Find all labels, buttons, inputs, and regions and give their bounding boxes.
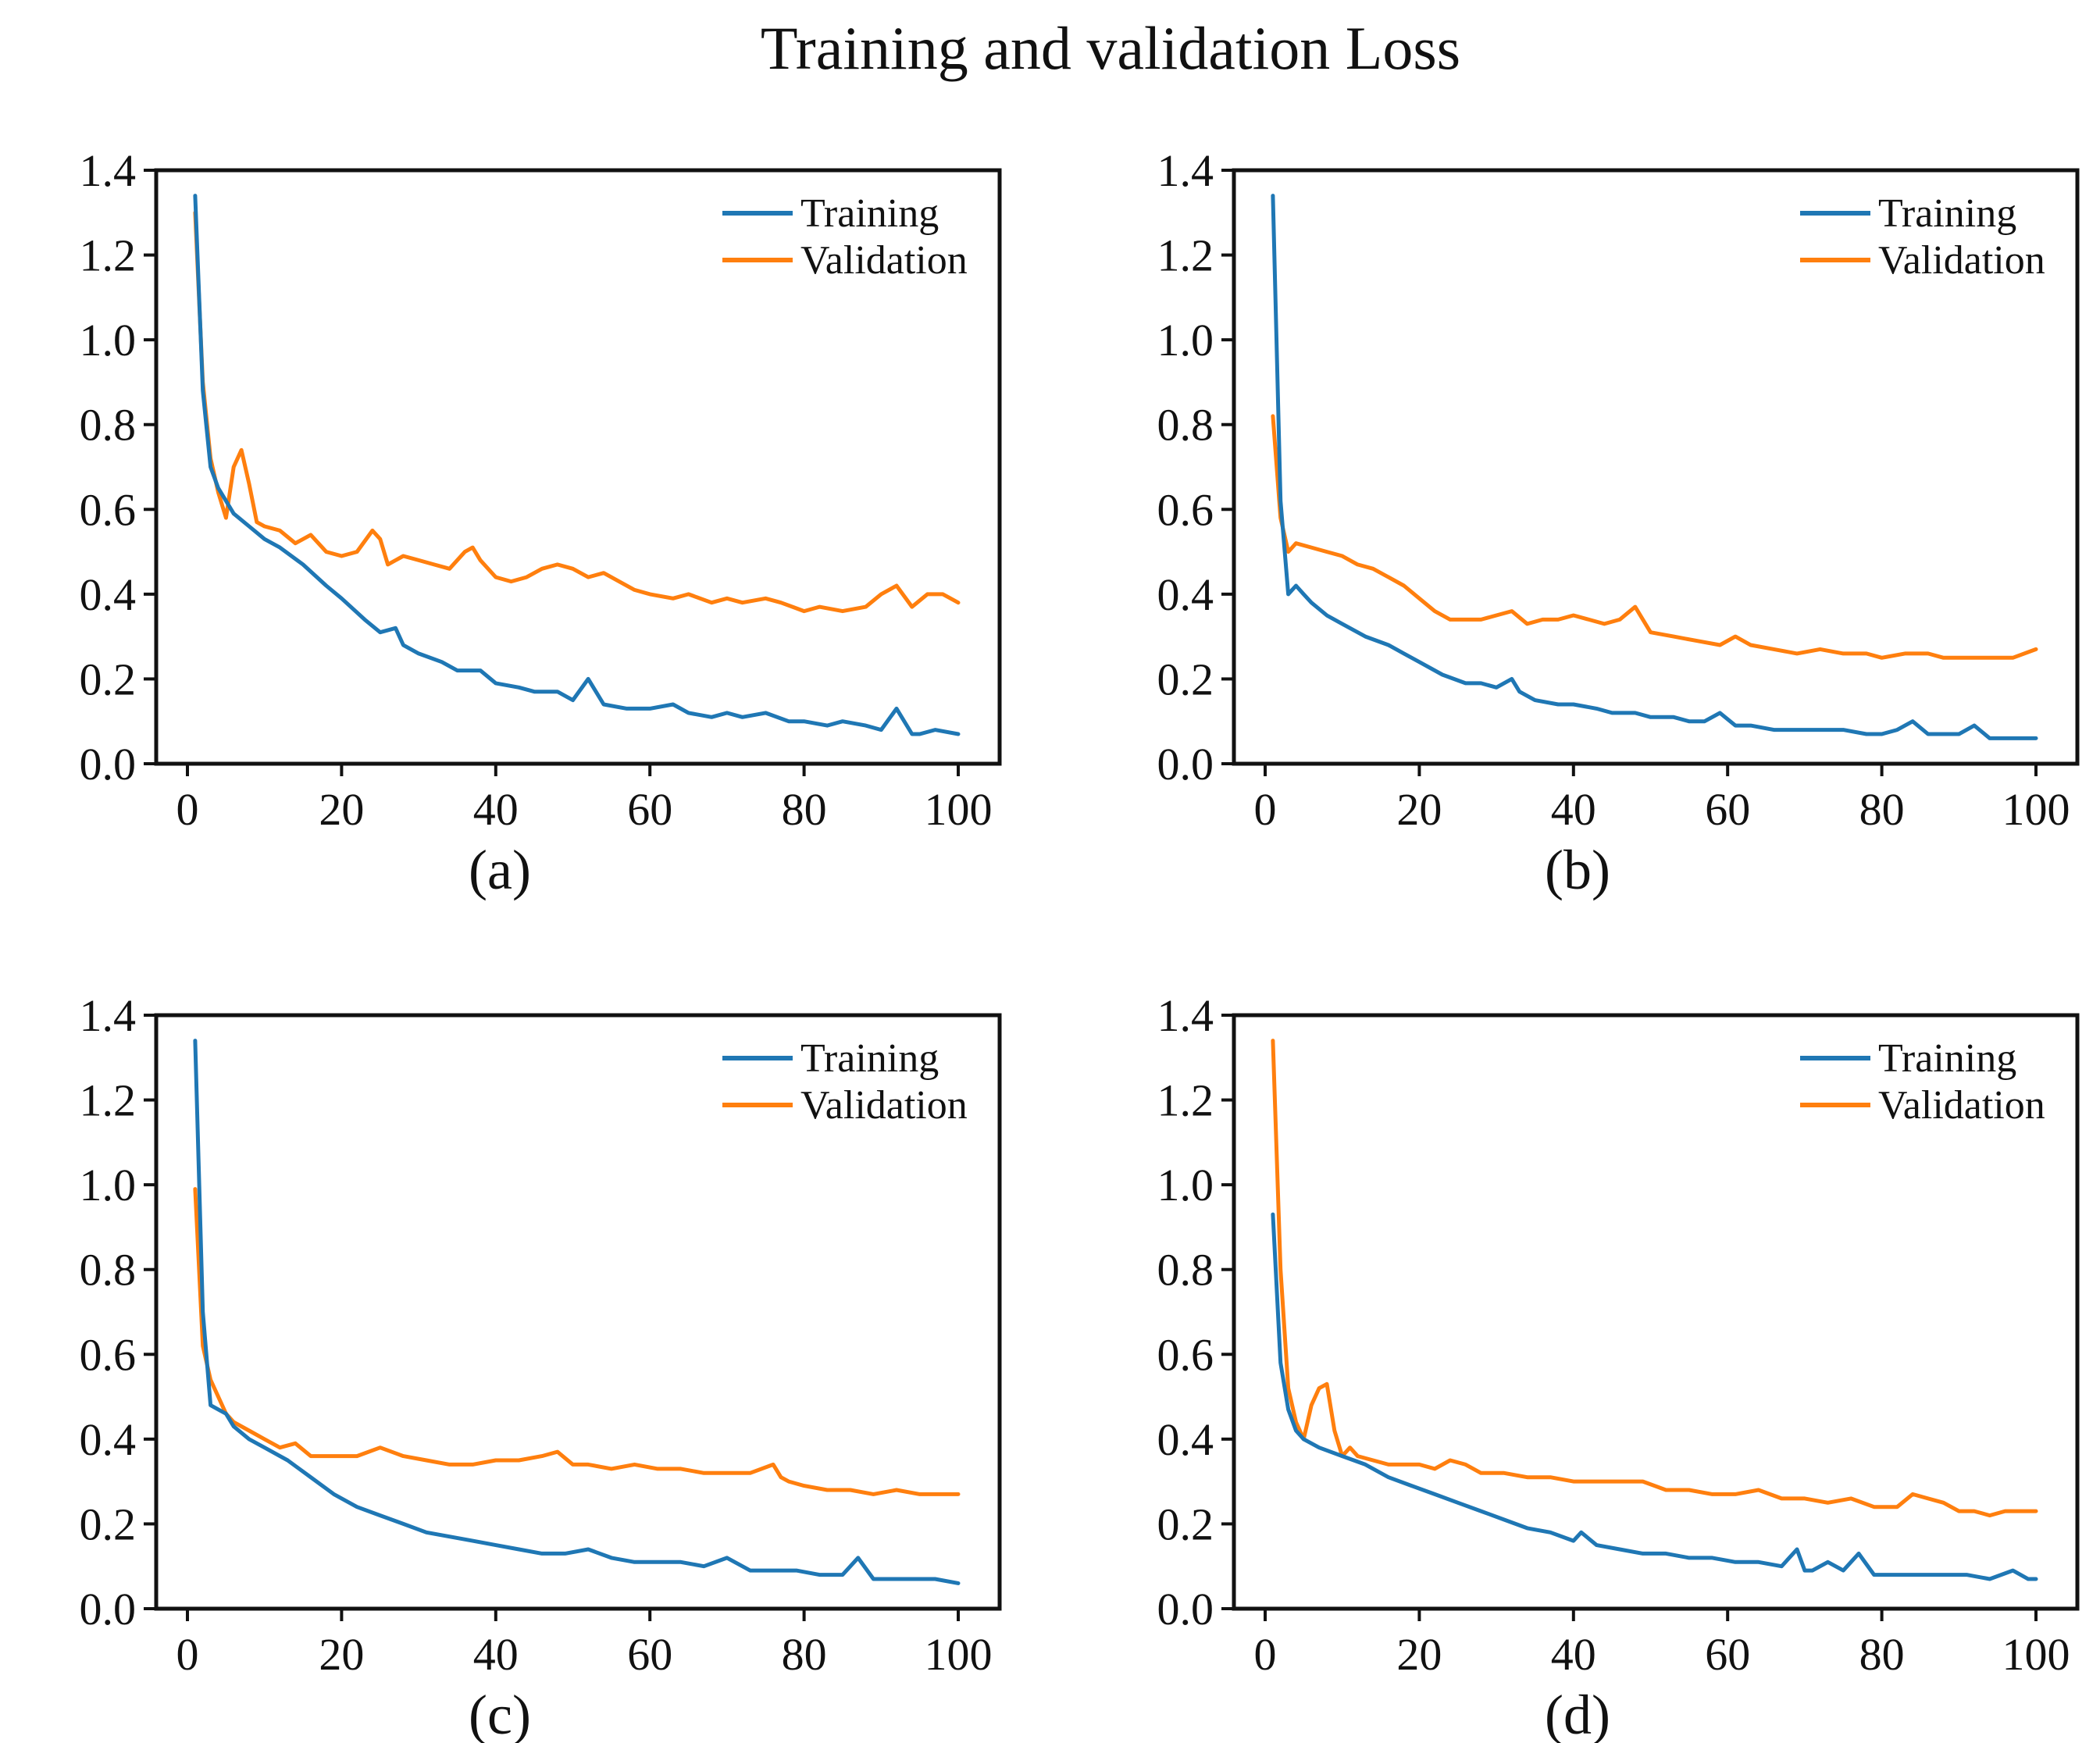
x-tick-label: 20 [319,1629,364,1680]
x-tick-label: 20 [1396,784,1442,835]
y-tick-label: 1.2 [1157,230,1214,281]
x-tick-label: 0 [1254,784,1277,835]
legend-label-validation: Validation [1878,1083,2045,1128]
legend-label-training: Training [1878,1036,2016,1081]
x-tick-label: 20 [1396,1629,1442,1680]
y-tick-label: 1.4 [80,990,137,1041]
series-line-training [1271,194,2038,740]
panel-label-d: (d) [1545,1684,1610,1743]
y-tick-label: 1.0 [1157,1160,1214,1210]
chart-panel-a: 0.0 0.2 0.4 0.6 0.8 1.0 1.2 1.4 0 20 40 60 80 100 Trai… [80,145,1002,901]
x-tick-label: 0 [176,784,199,835]
y-tick-label: 0.8 [1157,400,1214,451]
series-line-training [193,1039,961,1585]
y-tick-label: 0.2 [80,654,137,704]
y-tick-label: 0.6 [80,1329,137,1380]
y-tick-label: 1.4 [1157,990,1214,1041]
series-line-validation [1271,414,2038,660]
y-tick-label: 0.6 [80,484,137,535]
x-tick-label: 40 [1551,784,1596,835]
y-tick-label: 1.0 [80,1160,137,1210]
y-tick-label: 0.2 [80,1499,137,1549]
panel-label-c: (c) [469,1684,531,1743]
series-line-validation [193,210,961,614]
chart-panel-d: 0.0 0.2 0.4 0.6 0.8 1.0 1.2 1.4 0 20 40 60 80 100 Trai… [1157,990,2080,1743]
x-tick-label: 0 [176,1629,199,1680]
legend-label-training: Training [800,191,939,236]
y-tick-label: 0.2 [1157,654,1214,704]
panel-label-b: (b) [1545,839,1610,901]
plot-frame-b [1232,168,2080,766]
x-tick-label: 100 [2002,784,2070,835]
panel-label-a: (a) [469,839,531,901]
y-tick-label: 0.2 [1157,1499,1214,1549]
x-tick-label: 40 [473,1629,519,1680]
y-tick-label: 1.2 [1157,1075,1214,1126]
plot-frame-d [1232,1013,2080,1611]
y-tick-label: 0.0 [80,739,137,790]
y-tick-label: 0.0 [80,1584,137,1634]
y-tick-label: 1.2 [80,1075,137,1126]
x-tick-label: 100 [925,784,993,835]
y-tick-label: 0.6 [1157,1329,1214,1380]
legend-label-training: Training [800,1036,939,1081]
x-tick-label: 80 [782,1629,827,1680]
legend-label-validation: Validation [800,1083,968,1128]
chart-panel-b: 0.0 0.2 0.4 0.6 0.8 1.0 1.2 1.4 0 20 40 60 80 100 Trai… [1157,145,2080,901]
series-line-validation [193,1187,961,1496]
chart-panel-c: 0.0 0.2 0.4 0.6 0.8 1.0 1.2 1.4 0 20 40 60 80 100 Trai… [80,990,1002,1743]
series-line-training [193,194,961,736]
x-tick-label: 40 [1551,1629,1596,1680]
x-tick-label: 60 [627,784,672,835]
x-tick-label: 40 [473,784,519,835]
y-tick-label: 1.0 [80,315,137,365]
x-tick-label: 0 [1254,1629,1277,1680]
legend-label-validation: Validation [1878,238,2045,283]
y-tick-label: 0.4 [80,569,137,620]
y-tick-label: 0.0 [1157,1584,1214,1634]
figure-title: Training and validation Loss [761,14,1460,82]
y-tick-label: 0.8 [80,1245,137,1296]
x-tick-label: 80 [1859,1629,1905,1680]
y-tick-label: 1.4 [80,145,137,196]
plot-frame-c [154,1013,1002,1611]
y-tick-label: 1.0 [1157,315,1214,365]
y-tick-label: 0.6 [1157,484,1214,535]
y-tick-label: 1.4 [1157,145,1214,196]
x-tick-label: 60 [627,1629,672,1680]
plot-frame-a [154,168,1002,766]
legend-label-training: Training [1878,191,2016,236]
y-tick-label: 0.0 [1157,739,1214,790]
legend-label-validation: Validation [800,238,968,283]
series-line-validation [1271,1039,2038,1518]
y-tick-label: 1.2 [80,230,137,281]
y-tick-label: 0.4 [80,1414,137,1465]
y-tick-label: 0.4 [1157,1414,1214,1465]
series-line-training [1271,1212,2038,1581]
x-tick-label: 80 [1859,784,1905,835]
x-tick-label: 100 [925,1629,993,1680]
x-tick-label: 60 [1705,1629,1750,1680]
y-tick-label: 0.8 [1157,1245,1214,1296]
y-tick-label: 0.8 [80,400,137,451]
x-tick-label: 100 [2002,1629,2070,1680]
x-tick-label: 80 [782,784,827,835]
x-tick-label: 20 [319,784,364,835]
x-tick-label: 60 [1705,784,1750,835]
y-tick-label: 0.4 [1157,569,1214,620]
